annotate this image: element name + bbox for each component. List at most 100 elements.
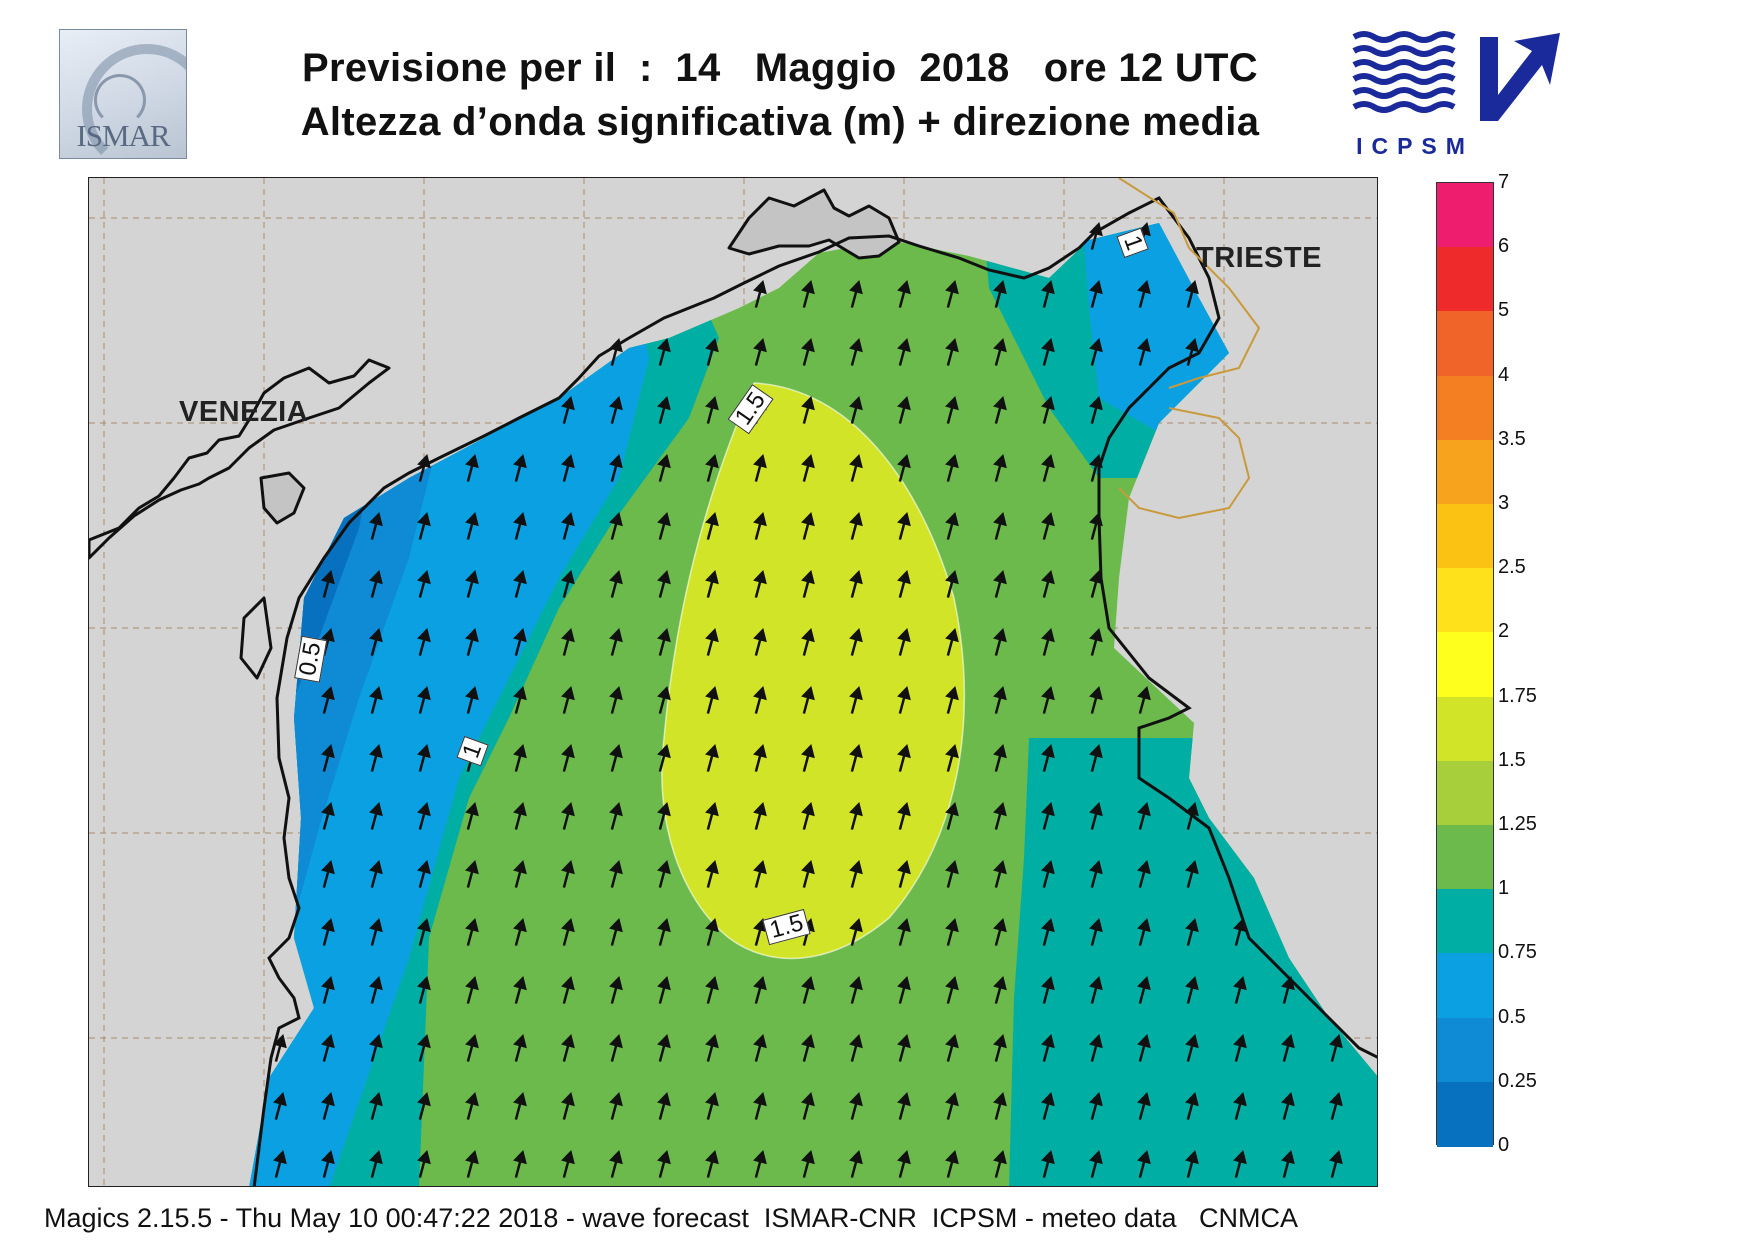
legend-color-band xyxy=(1437,183,1493,249)
wave-direction-arrow xyxy=(465,453,479,482)
wave-direction-arrow xyxy=(897,337,911,366)
wave-direction-arrow xyxy=(561,685,575,714)
wave-direction-arrow xyxy=(321,859,335,888)
legend-color-band xyxy=(1437,760,1493,826)
wave-direction-arrow xyxy=(705,627,719,656)
wave-direction-arrow xyxy=(417,1033,431,1062)
wave-direction-arrow xyxy=(657,743,671,772)
wave-direction-arrow xyxy=(417,975,431,1004)
wave-direction-arrow xyxy=(1041,337,1055,366)
legend-tick-label: 2.5 xyxy=(1498,556,1526,579)
wave-direction-arrow xyxy=(369,859,383,888)
wave-direction-arrow xyxy=(993,1149,1007,1178)
wave-direction-arrow xyxy=(1185,1033,1199,1062)
wave-direction-arrow xyxy=(1089,801,1103,830)
wave-direction-arrow xyxy=(1137,1033,1151,1062)
wave-direction-arrow xyxy=(321,685,335,714)
icpsm-logo-graphic xyxy=(1352,31,1560,121)
wave-direction-arrow xyxy=(609,917,623,946)
wave-direction-arrow xyxy=(465,511,479,540)
wave-direction-arrow xyxy=(1041,395,1055,424)
wave-direction-arrow xyxy=(1041,569,1055,598)
wave-direction-arrow xyxy=(1041,743,1055,772)
legend-tick-label: 3 xyxy=(1498,492,1510,514)
wave-direction-arrow xyxy=(705,453,719,482)
wave-direction-arrow xyxy=(1041,685,1055,714)
wave-direction-arrow xyxy=(561,801,575,830)
wave-direction-arrow xyxy=(1185,337,1199,366)
ismar-logo-mark xyxy=(94,74,146,126)
wave-direction-arrow xyxy=(993,453,1007,482)
wave-direction-arrow xyxy=(1137,1091,1151,1120)
wave-direction-arrow xyxy=(657,975,671,1004)
wave-direction-arrow xyxy=(1137,685,1151,714)
wave-direction-arrow xyxy=(849,743,863,772)
wave-direction-arrow xyxy=(321,569,335,598)
wave-direction-arrow xyxy=(609,569,623,598)
wave-direction-arrow xyxy=(417,917,431,946)
legend-color-band xyxy=(1437,632,1493,698)
wave-direction-arrow xyxy=(1233,1149,1247,1178)
wave-direction-arrow xyxy=(753,627,767,656)
wave-direction-arrow xyxy=(705,975,719,1004)
wave-direction-arrow xyxy=(993,975,1007,1004)
wave-direction-arrow xyxy=(1185,859,1199,888)
wave-direction-arrow xyxy=(321,1033,335,1062)
wave-direction-arrow xyxy=(753,859,767,888)
legend-tick-label: 0 xyxy=(1498,1134,1510,1156)
wave-direction-arrow xyxy=(417,511,431,540)
wave-direction-arrow xyxy=(849,859,863,888)
legend-tick-label: 6 xyxy=(1498,235,1510,258)
wave-direction-arrow xyxy=(513,801,527,830)
wave-direction-arrow xyxy=(1089,279,1103,308)
wave-direction-arrow xyxy=(369,685,383,714)
ismar-logo-text: ISMAR xyxy=(76,118,170,153)
wave-direction-arrow xyxy=(417,801,431,830)
wave-direction-arrow xyxy=(897,395,911,424)
legend-tick-label: 2 xyxy=(1498,620,1510,643)
wave-direction-arrow xyxy=(1089,1033,1103,1062)
wave-direction-arrow xyxy=(849,975,863,1004)
wave-direction-arrow xyxy=(321,801,335,830)
wave-direction-arrow xyxy=(1281,1149,1295,1178)
wave-direction-arrow xyxy=(609,395,623,424)
wave-direction-arrow xyxy=(657,859,671,888)
wave-direction-arrow xyxy=(801,1091,815,1120)
legend-tick-label: 1.25 xyxy=(1498,813,1537,835)
wave-direction-arrow xyxy=(561,1091,575,1120)
wave-direction-arrow xyxy=(561,1149,575,1178)
wave-direction-arrow xyxy=(993,917,1007,946)
wave-height-map: VENEZIA TRIESTE 1.5 0.5 1 1.5 1 xyxy=(88,177,1378,1187)
wave-direction-arrow xyxy=(801,685,815,714)
wave-direction-arrow xyxy=(945,1091,959,1120)
wave-direction-arrow xyxy=(657,569,671,598)
wave-direction-arrow xyxy=(801,975,815,1004)
wave-direction-arrow xyxy=(561,627,575,656)
city-label-venezia: VENEZIA xyxy=(179,396,309,428)
wave-direction-arrow xyxy=(657,395,671,424)
legend-color-band xyxy=(1437,825,1493,891)
wave-direction-arrow xyxy=(609,1149,623,1178)
legend-color-band xyxy=(1437,953,1493,1019)
wave-direction-arrow xyxy=(1041,801,1055,830)
wave-direction-arrow xyxy=(1137,801,1151,830)
wave-direction-arrow xyxy=(753,1149,767,1178)
wave-direction-arrow xyxy=(801,1149,815,1178)
wave-direction-arrow xyxy=(801,279,815,308)
wave-direction-arrow xyxy=(273,1033,287,1062)
legend-tick-label: 0.5 xyxy=(1498,1005,1526,1028)
legend-tick-label: 1 xyxy=(1498,877,1510,900)
wave-direction-arrow xyxy=(465,1033,479,1062)
wave-direction-arrow xyxy=(705,859,719,888)
wave-direction-arrow xyxy=(1233,1091,1247,1120)
wave-direction-arrow xyxy=(801,801,815,830)
wave-direction-arrow xyxy=(1089,917,1103,946)
wave-direction-arrow xyxy=(609,337,623,366)
legend-tick-label: 7 xyxy=(1498,171,1510,193)
wave-direction-arrow xyxy=(417,743,431,772)
wave-direction-arrow xyxy=(273,1091,287,1120)
wave-direction-arrow xyxy=(513,511,527,540)
wave-direction-arrow xyxy=(705,337,719,366)
wave-direction-arrow xyxy=(369,1149,383,1178)
wave-direction-arrow xyxy=(753,279,767,308)
